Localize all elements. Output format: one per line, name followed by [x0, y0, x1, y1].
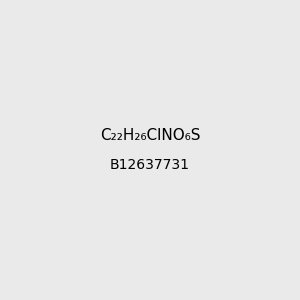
- Text: C₂₂H₂₆ClNO₆S: C₂₂H₂₆ClNO₆S: [100, 128, 200, 142]
- Text: B12637731: B12637731: [110, 158, 190, 172]
